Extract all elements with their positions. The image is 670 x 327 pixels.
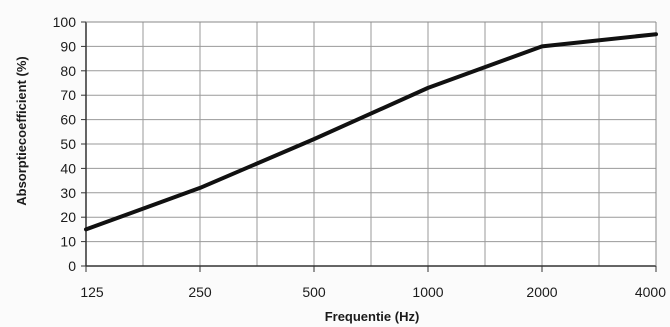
y-tick-label: 40 — [60, 160, 76, 176]
y-tick-label: 50 — [60, 136, 76, 152]
y-tick-label: 30 — [60, 185, 76, 201]
absorption-series-line — [84, 32, 658, 232]
x-tick-label: 2000 — [526, 284, 557, 300]
x-axis-title: Frequentie (Hz) — [325, 309, 420, 324]
y-axis-title: Absorptiecoefficient (%) — [14, 56, 29, 206]
y-tick-labels: 0 10 20 30 40 50 60 70 80 90 100 — [53, 14, 77, 274]
x-tick-label: 250 — [188, 284, 212, 300]
x-tick-label: 1000 — [412, 284, 443, 300]
x-tick-label: 500 — [302, 284, 326, 300]
y-tick-label: 90 — [60, 38, 76, 54]
axes-layer — [81, 21, 657, 272]
y-tick-label: 100 — [53, 14, 77, 30]
y-tick-label: 20 — [60, 209, 76, 225]
y-tick-label: 70 — [60, 87, 76, 103]
x-tick-labels: 125 250 500 1000 2000 4000 — [80, 284, 666, 300]
x-tick-label: 125 — [80, 284, 104, 300]
grid-layer — [85, 21, 657, 267]
y-tick-label: 10 — [60, 234, 76, 250]
y-tick-label: 60 — [60, 112, 76, 128]
y-tick-label: 0 — [68, 258, 76, 274]
x-tick-label: 4000 — [635, 284, 666, 300]
series-layer — [84, 32, 658, 232]
y-tick-label: 80 — [60, 63, 76, 79]
